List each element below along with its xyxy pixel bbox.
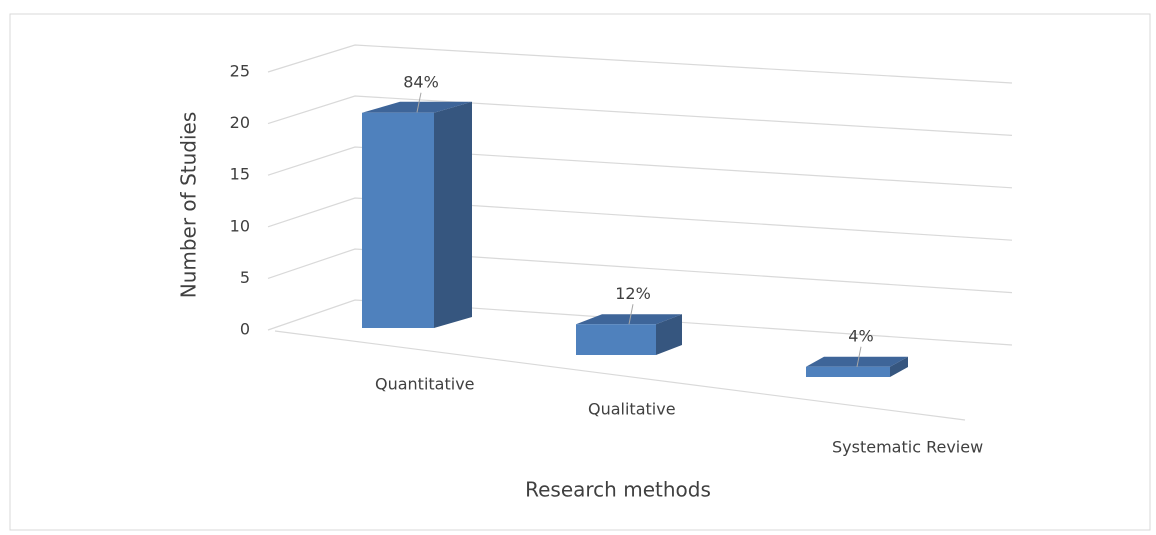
grid-line xyxy=(267,44,1013,84)
x-tick-label: Systematic Review xyxy=(832,438,983,457)
label-leader xyxy=(856,346,862,367)
grid-line xyxy=(267,299,1013,346)
bar xyxy=(362,112,434,328)
x-axis-title: Research methods xyxy=(525,478,711,502)
bar-top xyxy=(362,101,472,113)
grid-line xyxy=(267,95,1013,136)
y-tick-label: 5 xyxy=(240,268,250,287)
y-tick-label: 25 xyxy=(230,62,250,81)
chart-frame xyxy=(9,13,1151,531)
grid-line xyxy=(267,146,1013,189)
y-tick-label: 20 xyxy=(230,113,250,132)
x-tick-label: Qualitative xyxy=(588,400,676,419)
label-leader xyxy=(628,304,634,325)
data-label: 4% xyxy=(848,326,873,345)
bar-top xyxy=(806,356,908,367)
label-leader xyxy=(416,92,422,113)
bar xyxy=(806,366,890,377)
bar-side xyxy=(890,356,908,377)
bar xyxy=(576,324,656,355)
bar-top xyxy=(576,314,682,325)
x-tick-label: Quantitative xyxy=(375,375,475,394)
y-axis-title: Number of Studies xyxy=(177,112,201,299)
bar-side xyxy=(434,101,472,328)
floor-edge xyxy=(274,330,966,421)
y-tick-label: 0 xyxy=(240,320,250,339)
y-tick-label: 10 xyxy=(230,216,250,235)
y-tick-label: 15 xyxy=(230,165,250,184)
grid-line xyxy=(267,197,1013,241)
bar-side xyxy=(656,314,682,355)
data-label: 84% xyxy=(403,72,439,91)
data-label: 12% xyxy=(615,284,651,303)
grid-line xyxy=(267,248,1013,294)
